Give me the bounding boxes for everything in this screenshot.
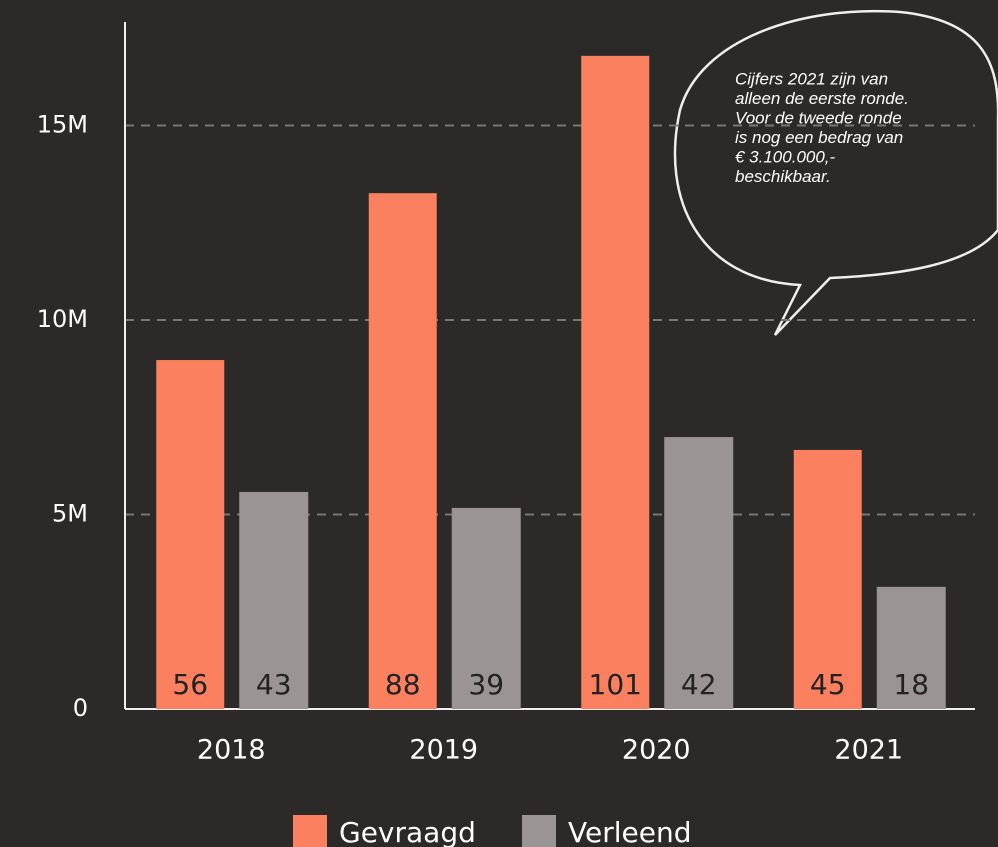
legend-swatch	[522, 815, 556, 847]
bar-count-label: 45	[810, 668, 846, 701]
bar-count-label: 39	[468, 668, 504, 701]
bar-count-label: 43	[256, 668, 292, 701]
speech-bubble	[675, 11, 998, 335]
y-tick-label: 5M	[52, 499, 88, 527]
chart: 0 5M 10M 15M 2018 56 43 2019 88 39 2020 101 42 2021 45…	[0, 0, 998, 847]
x-tick-label: 2018	[197, 735, 266, 766]
x-tick-label: 2021	[834, 735, 903, 766]
bar-count-label: 101	[589, 668, 642, 701]
annotation-line: is nog een bedrag van	[735, 128, 903, 147]
y-tick-label: 10M	[37, 305, 88, 333]
x-tick-label: 2019	[409, 735, 478, 766]
bar-count-label: 18	[893, 668, 929, 701]
bar-count-label: 88	[385, 668, 421, 701]
y-tick-label: 0	[73, 694, 88, 722]
annotation-line: Voor de tweede ronde	[735, 108, 902, 127]
annotation-line: Cijfers 2021 zijn van	[735, 69, 888, 88]
x-tick-label: 2020	[622, 735, 691, 766]
legend-label: Verleend	[568, 816, 691, 847]
annotation-line: beschikbaar.	[735, 167, 831, 186]
annotation-line: alleen de eerste ronde.	[735, 89, 909, 108]
bar	[156, 360, 224, 709]
page: {"chart_data": { "type": "bar", "categor…	[0, 0, 998, 847]
bar-count-label: 42	[681, 668, 717, 701]
bar-count-label: 56	[172, 668, 208, 701]
y-tick-label: 15M	[37, 110, 88, 138]
bar	[369, 193, 437, 709]
legend-label: Gevraagd	[339, 816, 476, 847]
bar	[581, 56, 649, 709]
legend-swatch	[293, 815, 327, 847]
annotation-line: € 3.100.000,-	[735, 147, 836, 166]
